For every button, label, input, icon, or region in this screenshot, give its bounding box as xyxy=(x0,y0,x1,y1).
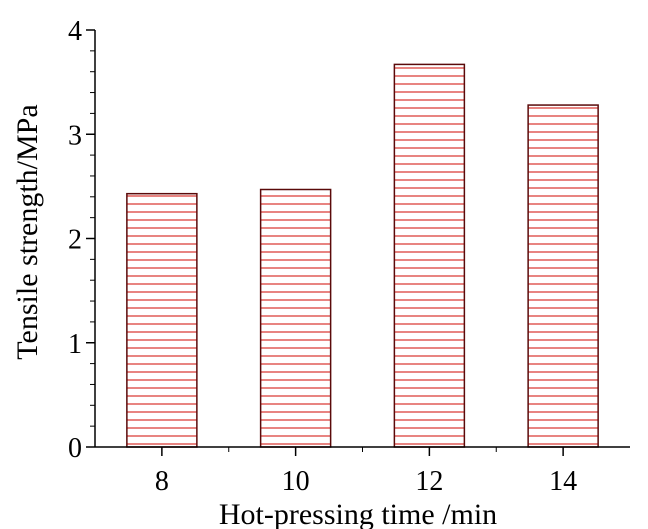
bar-8 xyxy=(126,192,198,448)
x-ticks-group: 8 10 12 14 xyxy=(155,447,577,497)
bars-group xyxy=(126,63,599,448)
y-tick-label: 2 xyxy=(68,225,82,256)
x-tick-label: 14 xyxy=(549,466,577,497)
x-tick-label: 12 xyxy=(415,466,443,497)
y-tick-label: 4 xyxy=(68,16,82,47)
x-axis-title: Hot-pressing time /min xyxy=(219,498,497,529)
x-tick-label: 10 xyxy=(282,466,310,497)
bar-10 xyxy=(259,188,332,448)
y-tick-label: 1 xyxy=(68,329,82,360)
y-tick-label: 3 xyxy=(68,120,82,151)
y-ticks-group: 0 1 2 3 4 xyxy=(68,16,95,464)
bar-12 xyxy=(393,63,466,448)
x-tick-label: 8 xyxy=(155,466,169,497)
y-tick-label: 0 xyxy=(68,433,82,464)
y-axis-title: Tensile strength/MPa xyxy=(11,104,44,359)
bar-14 xyxy=(527,104,599,448)
